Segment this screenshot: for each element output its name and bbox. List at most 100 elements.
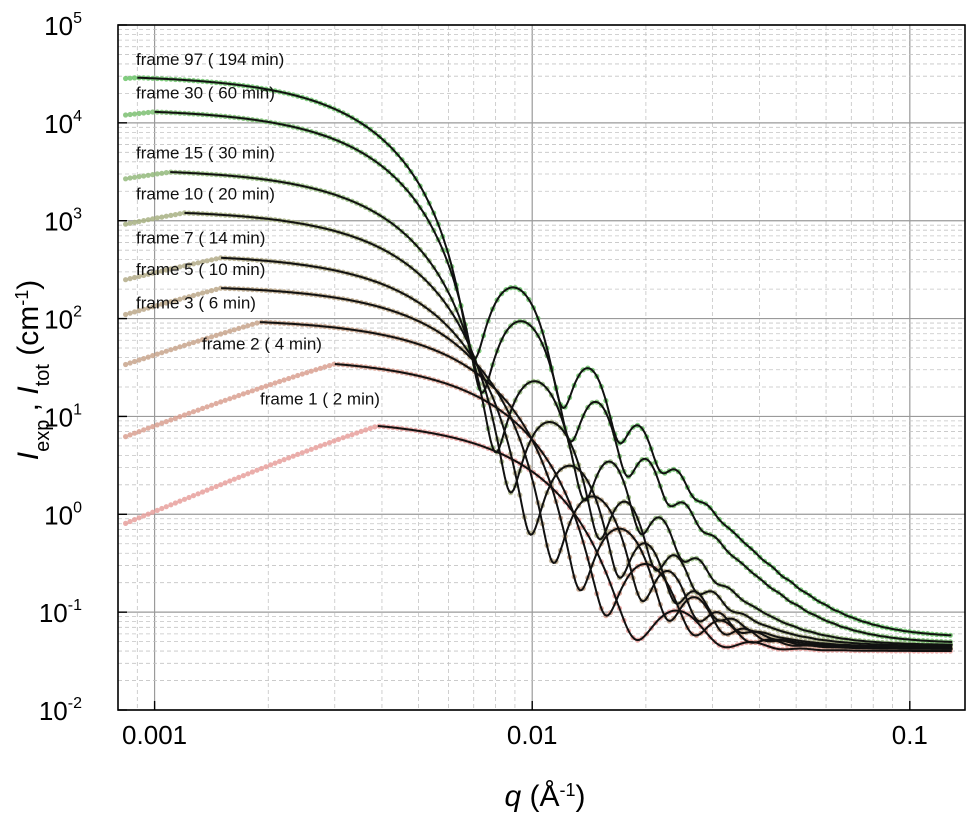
data-point bbox=[222, 397, 228, 403]
data-point bbox=[141, 513, 147, 519]
data-point bbox=[308, 368, 314, 374]
data-point bbox=[123, 361, 129, 368]
data-point bbox=[123, 75, 129, 82]
data-point bbox=[190, 261, 197, 267]
data-point bbox=[141, 218, 147, 224]
series-label: frame 97 ( 194 min) bbox=[136, 50, 284, 69]
data-point bbox=[213, 332, 219, 338]
data-point bbox=[304, 448, 310, 454]
data-point bbox=[218, 285, 224, 291]
y-tick-label: 100 bbox=[44, 499, 82, 530]
data-point bbox=[154, 302, 160, 309]
data-point bbox=[154, 269, 160, 275]
data-point bbox=[249, 469, 255, 475]
data-point bbox=[177, 414, 183, 420]
series-label: frame 15 ( 30 min) bbox=[136, 144, 275, 163]
data-point bbox=[136, 308, 142, 314]
data-point bbox=[213, 256, 219, 262]
data-point bbox=[127, 276, 133, 282]
data-point bbox=[127, 220, 133, 226]
data-point bbox=[168, 266, 174, 272]
data-point bbox=[127, 310, 133, 316]
data-point bbox=[240, 391, 246, 397]
data-point bbox=[154, 351, 160, 357]
data-point bbox=[172, 212, 178, 218]
data-point bbox=[200, 337, 206, 343]
fit-curve bbox=[184, 211, 952, 647]
data-point bbox=[172, 500, 178, 506]
data-point bbox=[145, 354, 151, 360]
series-label: frame 1 ( 2 min) bbox=[260, 390, 380, 409]
fit-curve bbox=[137, 76, 952, 637]
fit-curve bbox=[259, 321, 952, 650]
data-point bbox=[163, 267, 169, 273]
data-point bbox=[281, 377, 287, 383]
data-point bbox=[236, 392, 242, 399]
data-point bbox=[299, 371, 305, 377]
y-tick-label: 10-2 bbox=[39, 695, 82, 726]
data-point bbox=[354, 430, 360, 436]
data-point bbox=[136, 357, 142, 363]
data-point bbox=[177, 498, 183, 504]
data-point bbox=[168, 212, 174, 218]
data-point bbox=[240, 473, 246, 479]
data-point bbox=[231, 476, 237, 482]
data-point bbox=[195, 491, 201, 497]
data-point bbox=[132, 430, 138, 436]
fit-curve bbox=[221, 287, 953, 649]
data-point bbox=[200, 405, 206, 411]
data-point bbox=[263, 464, 269, 470]
series-label: frame 7 ( 14 min) bbox=[136, 229, 265, 248]
data-point bbox=[132, 309, 138, 315]
data-point bbox=[141, 356, 147, 362]
plot-frame bbox=[117, 24, 966, 711]
data-point bbox=[159, 214, 165, 220]
y-tick-label: 101 bbox=[44, 401, 82, 432]
data-point bbox=[145, 217, 151, 223]
data-point bbox=[154, 171, 160, 177]
data-point bbox=[150, 270, 156, 276]
data-point bbox=[127, 111, 133, 118]
data-point bbox=[132, 274, 138, 281]
data-point bbox=[123, 434, 129, 440]
data-point bbox=[145, 109, 151, 116]
data-point bbox=[290, 453, 296, 459]
data-point bbox=[172, 415, 178, 421]
data-point bbox=[190, 493, 197, 499]
data-point bbox=[218, 331, 224, 337]
data-point bbox=[145, 425, 151, 431]
data-point bbox=[186, 294, 192, 300]
y-tick-label: 104 bbox=[44, 108, 82, 139]
data-point bbox=[249, 321, 255, 327]
data-point bbox=[367, 425, 373, 431]
data-point bbox=[132, 219, 138, 225]
data-point bbox=[218, 482, 224, 488]
data-point bbox=[177, 344, 183, 350]
data-point bbox=[136, 429, 142, 435]
data-point bbox=[159, 505, 165, 512]
data-point bbox=[218, 399, 224, 405]
data-point bbox=[145, 172, 151, 178]
data-point bbox=[141, 427, 147, 433]
fit-curves bbox=[137, 76, 953, 652]
x-tick-label: 0.1 bbox=[892, 720, 928, 750]
data-point bbox=[145, 271, 151, 277]
data-point bbox=[272, 380, 278, 386]
data-point bbox=[163, 170, 169, 176]
data-point bbox=[123, 221, 129, 227]
data-point bbox=[326, 440, 333, 446]
data-point bbox=[136, 273, 142, 279]
data-point bbox=[168, 347, 174, 353]
data-point bbox=[209, 334, 215, 340]
data-point bbox=[150, 304, 156, 310]
data-point bbox=[159, 301, 165, 307]
data-point bbox=[141, 173, 147, 179]
data-point bbox=[186, 262, 192, 268]
data-point bbox=[249, 388, 255, 394]
data-point bbox=[127, 75, 133, 81]
series-label: frame 30 ( 60 min) bbox=[136, 84, 275, 103]
data-point bbox=[254, 320, 260, 326]
data-point bbox=[132, 174, 138, 180]
data-point bbox=[340, 435, 346, 441]
